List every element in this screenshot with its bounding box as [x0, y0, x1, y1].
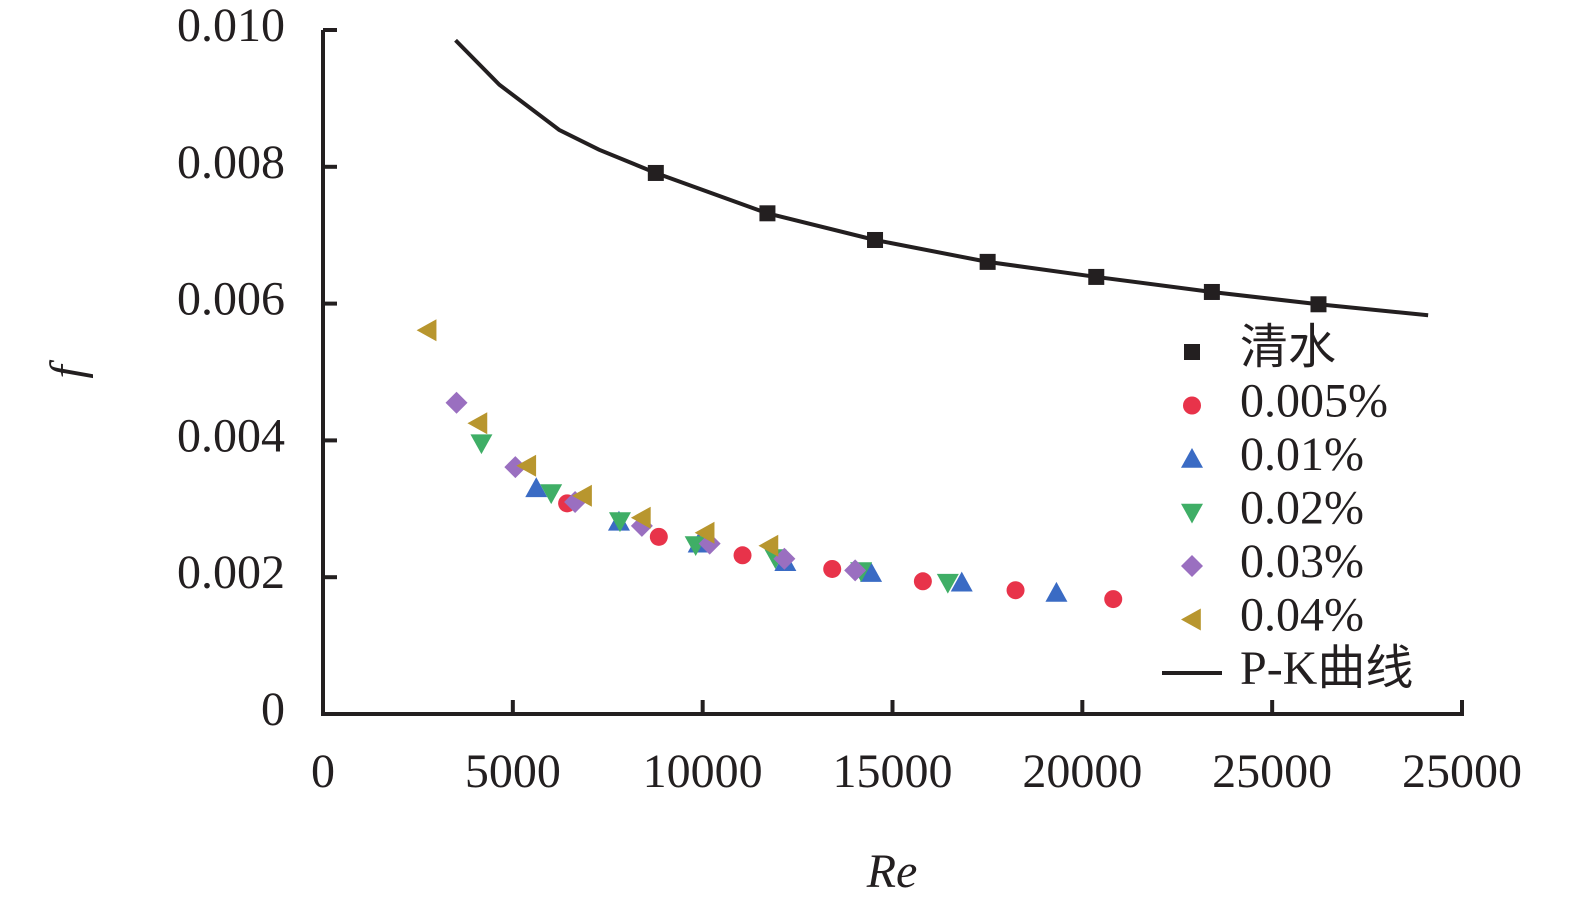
x-tick-label: 10000 — [643, 745, 763, 798]
marker-circle — [1104, 590, 1123, 609]
legend-marker — [1181, 555, 1203, 577]
marker-triangle-left — [467, 412, 488, 435]
x-axis-label: Re — [866, 845, 918, 898]
marker-square — [1088, 268, 1105, 285]
marker-circle — [913, 572, 932, 591]
marker-triangle-up — [525, 477, 548, 498]
marker-triangle-down — [608, 512, 631, 533]
marker-diamond — [698, 532, 721, 555]
x-tick-label: 25000 — [1212, 745, 1332, 798]
y-tick-label: 0.006 — [177, 273, 285, 326]
legend-label: 清水 — [1240, 321, 1336, 374]
marker-triangle-up — [860, 562, 883, 582]
legend-label: 0.03% — [1240, 535, 1364, 588]
x-tick-label: 5000 — [465, 745, 561, 798]
marker-square — [1310, 296, 1327, 313]
y-tick-label: 0.008 — [177, 136, 285, 189]
y-tick-label: 0.004 — [177, 409, 285, 462]
marker-triangle-left — [694, 521, 715, 544]
marker-square — [647, 164, 664, 181]
marker-triangle-left — [416, 319, 437, 342]
legend-label: 0.02% — [1240, 482, 1364, 535]
y-tick-label: 0.010 — [177, 0, 285, 52]
marker-diamond — [445, 391, 468, 414]
marker-diamond — [504, 456, 527, 479]
marker-square — [759, 205, 776, 222]
legend-label: 0.04% — [1240, 589, 1364, 642]
marker-square — [867, 231, 884, 248]
legend-marker — [1181, 503, 1203, 524]
y-tick-label: 0.002 — [177, 546, 285, 599]
marker-circle — [649, 527, 668, 546]
marker-circle — [733, 546, 752, 565]
marker-square — [1203, 283, 1220, 300]
marker-triangle-down — [540, 484, 563, 505]
y-tick-label: 0 — [261, 683, 285, 736]
marker-diamond — [844, 559, 867, 582]
x-tick-label: 15000 — [833, 745, 953, 798]
marker-square — [979, 253, 996, 270]
marker-circle — [823, 559, 842, 578]
marker-circle — [1006, 581, 1025, 600]
x-tick-label: 0 — [311, 745, 335, 798]
legend-marker — [1183, 396, 1201, 415]
legend-marker — [1181, 448, 1203, 468]
pk-curve — [454, 38, 1429, 318]
legend-label: P-K曲线 — [1240, 642, 1413, 695]
x-tick-label: 20000 — [1022, 745, 1142, 798]
y-axis-label: f — [41, 360, 94, 379]
marker-triangle-left — [630, 506, 651, 529]
marker-triangle-left — [516, 454, 537, 477]
marker-triangle-down — [936, 573, 959, 594]
marker-triangle-left — [572, 484, 592, 507]
x-tick-label: 25000 — [1402, 745, 1522, 798]
marker-triangle-up — [1045, 581, 1068, 602]
legend-label: 0.005% — [1240, 375, 1388, 428]
legend-marker — [1184, 344, 1200, 360]
marker-triangle-left — [758, 534, 779, 557]
marker-triangle-up — [950, 571, 973, 592]
legend-label: 0.01% — [1240, 428, 1364, 481]
marker-triangle-down — [470, 434, 493, 455]
legend-marker — [1181, 608, 1201, 631]
marker-diamond — [773, 547, 796, 570]
